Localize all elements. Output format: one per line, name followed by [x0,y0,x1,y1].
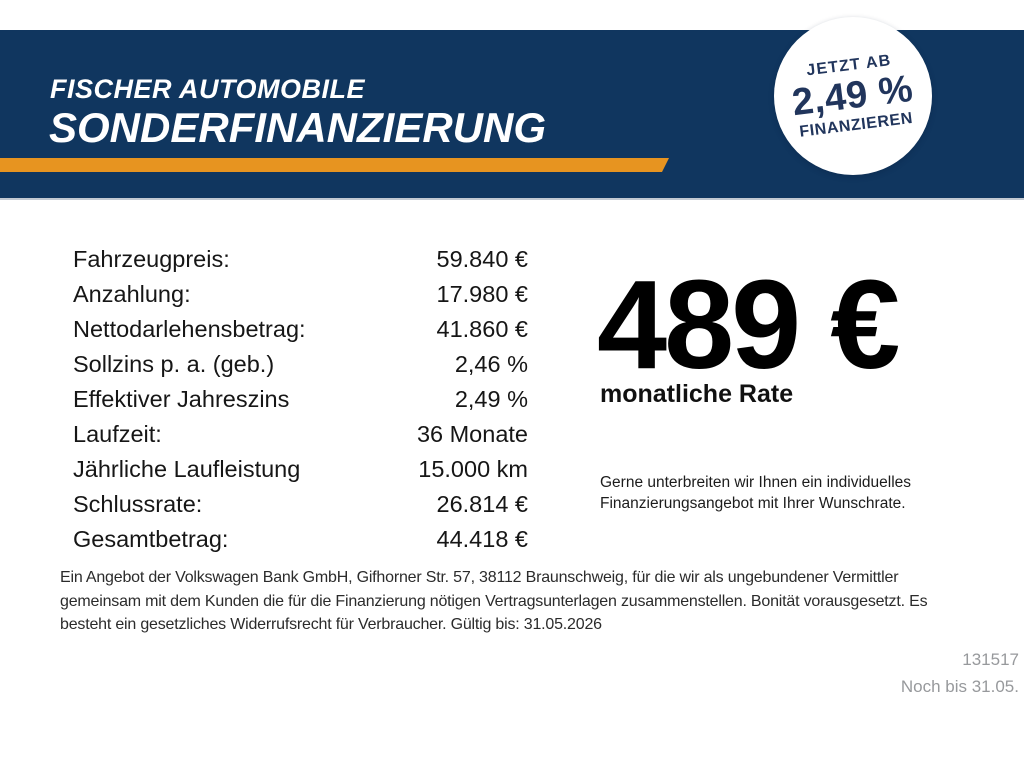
table-row: Schlussrate: 26.814 € [73,487,528,522]
orange-accent-stripe [0,158,669,172]
table-row: Laufzeit: 36 Monate [73,417,528,452]
promo-text: Gerne unterbreiten wir Ihnen ein individ… [600,474,912,512]
financing-value: 59.840 € [436,246,528,272]
financing-label: Fahrzeugpreis: [73,246,230,272]
table-row: Nettodarlehensbetrag: 41.860 € [73,312,528,347]
dealer-name: FISCHER AUTOMOBILE [50,74,366,104]
financing-value: 26.814 € [436,491,528,517]
table-row: Sollzins p. a. (geb.) 2,46 % [73,347,528,382]
monthly-rate-amount: 489 € [597,254,900,395]
financing-value: 44.418 € [436,526,528,552]
financing-value: 36 Monate [416,421,528,447]
table-row: Gesamtbetrag: 44.418 € [73,522,528,557]
disclaimer-text: Ein Angebot der Volkswagen Bank GmbH, Gi… [60,569,928,633]
interest-rate-badge: JETZT AB 2,49 % FINANZIEREN [774,17,932,175]
financing-value: 17.980 € [436,281,528,307]
financing-label: Schlussrate: [73,491,203,517]
financing-value: 2,46 % [454,351,528,377]
financing-label: Sollzins p. a. (geb.) [73,351,275,377]
footer-corner: 131517 Noch bis 31.05. [901,646,1019,700]
financing-label: Effektiver Jahreszins [73,386,290,412]
table-row: Effektiver Jahreszins 2,49 % [73,382,528,417]
page-title: SONDERFINANZIERUNG [49,104,547,151]
financing-details-table: Fahrzeugpreis: 59.840 € Anzahlung: 17.98… [73,242,528,557]
table-row: Jährliche Laufleistung 15.000 km [73,452,528,487]
financing-label: Nettodarlehensbetrag: [73,316,306,342]
financing-label: Gesamtbetrag: [73,526,229,552]
offer-id: 131517 [962,650,1019,669]
financing-value: 2,49 % [454,386,528,412]
financing-label: Anzahlung: [73,281,191,307]
financing-value: 41.860 € [436,316,528,342]
table-row: Fahrzeugpreis: 59.840 € [73,242,528,277]
validity-note: Noch bis 31.05. [900,677,1019,696]
financing-value: 15.000 km [418,456,528,482]
monthly-rate-caption: monatliche Rate [600,380,794,408]
interest-rate-badge-content: JETZT AB 2,49 % FINANZIEREN [788,51,918,142]
financing-label: Jährliche Laufleistung [73,456,301,482]
financing-label: Laufzeit: [73,421,162,447]
table-row: Anzahlung: 17.980 € [73,277,528,312]
